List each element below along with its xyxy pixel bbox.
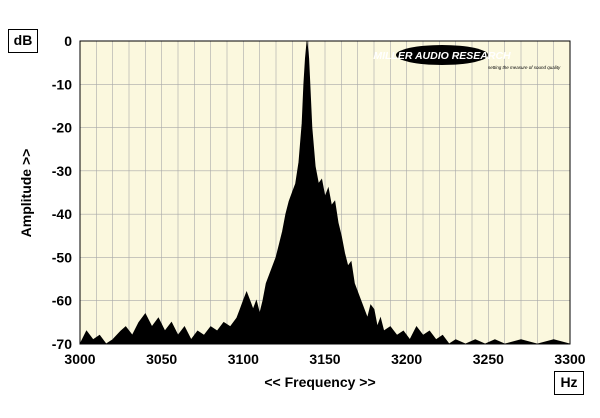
x-tick-label: 3150 (309, 351, 340, 367)
spectrum-fill (79, 40, 571, 345)
logo-ellipse (396, 45, 488, 65)
x-tick-label: 3300 (554, 351, 585, 367)
x-axis-title: << Frequency >> (264, 374, 376, 390)
y-tick-label: -50 (52, 249, 72, 265)
y-axis-title: Amplitude >> (18, 148, 34, 238)
y-tick-label: -60 (52, 293, 72, 309)
y-tick-label: -30 (52, 163, 72, 179)
logo: MILLER AUDIO RESEARCH setting the measur… (373, 45, 561, 70)
x-tick-label: 3200 (391, 351, 422, 367)
y-tick-labels: 0 -10 -20 -30 -40 -50 -60 -70 (52, 33, 72, 352)
logo-text-miller: MILLER AUDIO RESEARCH (373, 50, 511, 62)
x-tick-label: 3000 (64, 351, 95, 367)
y-tick-label: -40 (52, 206, 72, 222)
y-tick-label: -20 (52, 120, 72, 136)
x-tick-labels: 3000 3050 3100 3150 3200 3250 3300 (64, 351, 585, 367)
grid (80, 41, 570, 344)
y-tick-label: -10 (52, 76, 72, 92)
x-tick-label: 3050 (146, 351, 177, 367)
x-unit-label: Hz (554, 371, 584, 395)
logo-tagline: setting the measure of sound quality (488, 65, 561, 70)
x-tick-label: 3250 (473, 351, 504, 367)
x-tick-label: 3100 (228, 351, 259, 367)
y-unit-label: dB (8, 29, 38, 53)
plot-frame (79, 40, 571, 345)
y-tick-label: 0 (64, 33, 72, 49)
y-tick-label: -70 (52, 336, 72, 352)
